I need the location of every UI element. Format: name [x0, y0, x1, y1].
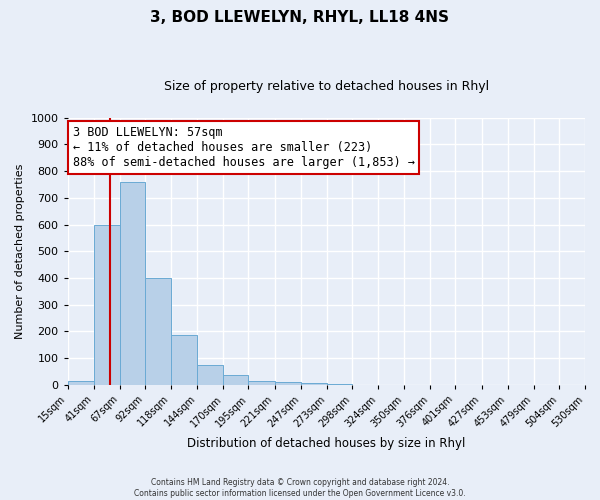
- Bar: [248, 380, 275, 384]
- Title: Size of property relative to detached houses in Rhyl: Size of property relative to detached ho…: [164, 80, 489, 93]
- Bar: [171, 336, 197, 384]
- Bar: [145, 278, 171, 384]
- Bar: [197, 364, 223, 384]
- Bar: [94, 224, 120, 384]
- Text: 3, BOD LLEWELYN, RHYL, LL18 4NS: 3, BOD LLEWELYN, RHYL, LL18 4NS: [151, 10, 449, 25]
- Text: 3 BOD LLEWELYN: 57sqm
← 11% of detached houses are smaller (223)
88% of semi-det: 3 BOD LLEWELYN: 57sqm ← 11% of detached …: [73, 126, 415, 169]
- Bar: [275, 382, 301, 384]
- Text: Contains HM Land Registry data © Crown copyright and database right 2024.
Contai: Contains HM Land Registry data © Crown c…: [134, 478, 466, 498]
- Bar: [68, 380, 94, 384]
- Bar: [120, 182, 145, 384]
- Bar: [223, 374, 248, 384]
- X-axis label: Distribution of detached houses by size in Rhyl: Distribution of detached houses by size …: [187, 437, 466, 450]
- Y-axis label: Number of detached properties: Number of detached properties: [15, 164, 25, 339]
